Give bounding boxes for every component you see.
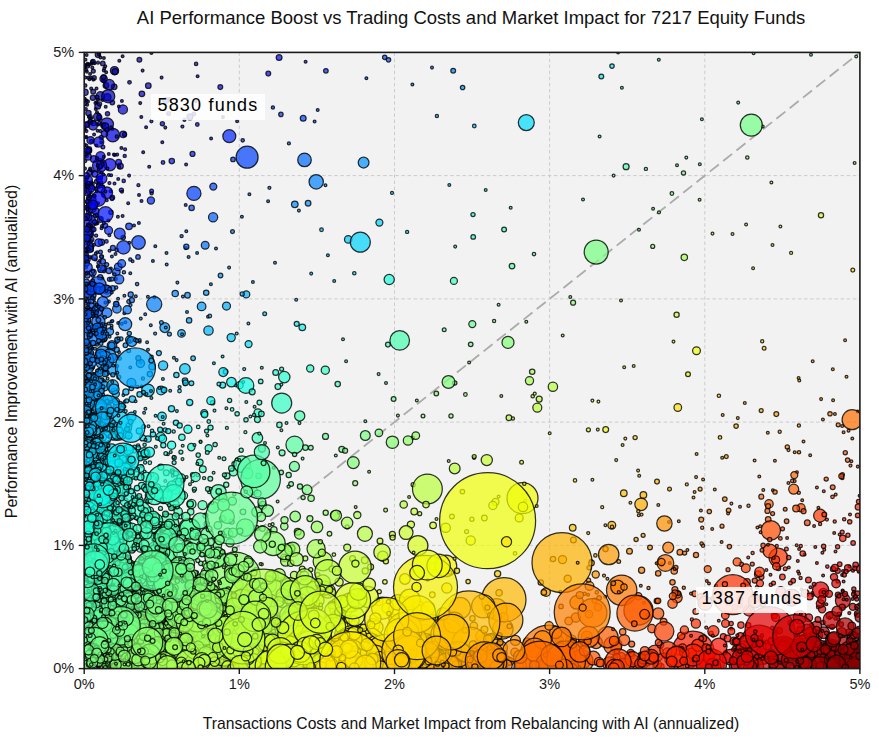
svg-text:3%: 3% [53,291,74,307]
svg-text:1%: 1% [53,537,74,553]
svg-text:5%: 5% [53,44,74,60]
svg-text:3%: 3% [539,676,560,692]
svg-text:4%: 4% [53,167,74,183]
svg-text:2%: 2% [53,414,74,430]
svg-text:Performance Improvement with A: Performance Improvement with AI (annuali… [3,185,20,518]
svg-text:1387 funds: 1387 funds [701,588,802,608]
svg-text:4%: 4% [694,676,715,692]
svg-text:1%: 1% [229,676,250,692]
svg-text:5%: 5% [849,676,870,692]
svg-text:Transactions Costs and Market: Transactions Costs and Market Impact fro… [203,715,740,732]
svg-text:0%: 0% [74,676,95,692]
svg-text:0%: 0% [53,660,74,676]
svg-text:AI Performance Boost vs Tradin: AI Performance Boost vs Trading Costs an… [137,7,805,28]
svg-text:2%: 2% [384,676,405,692]
svg-text:5830 funds: 5830 funds [157,95,258,115]
